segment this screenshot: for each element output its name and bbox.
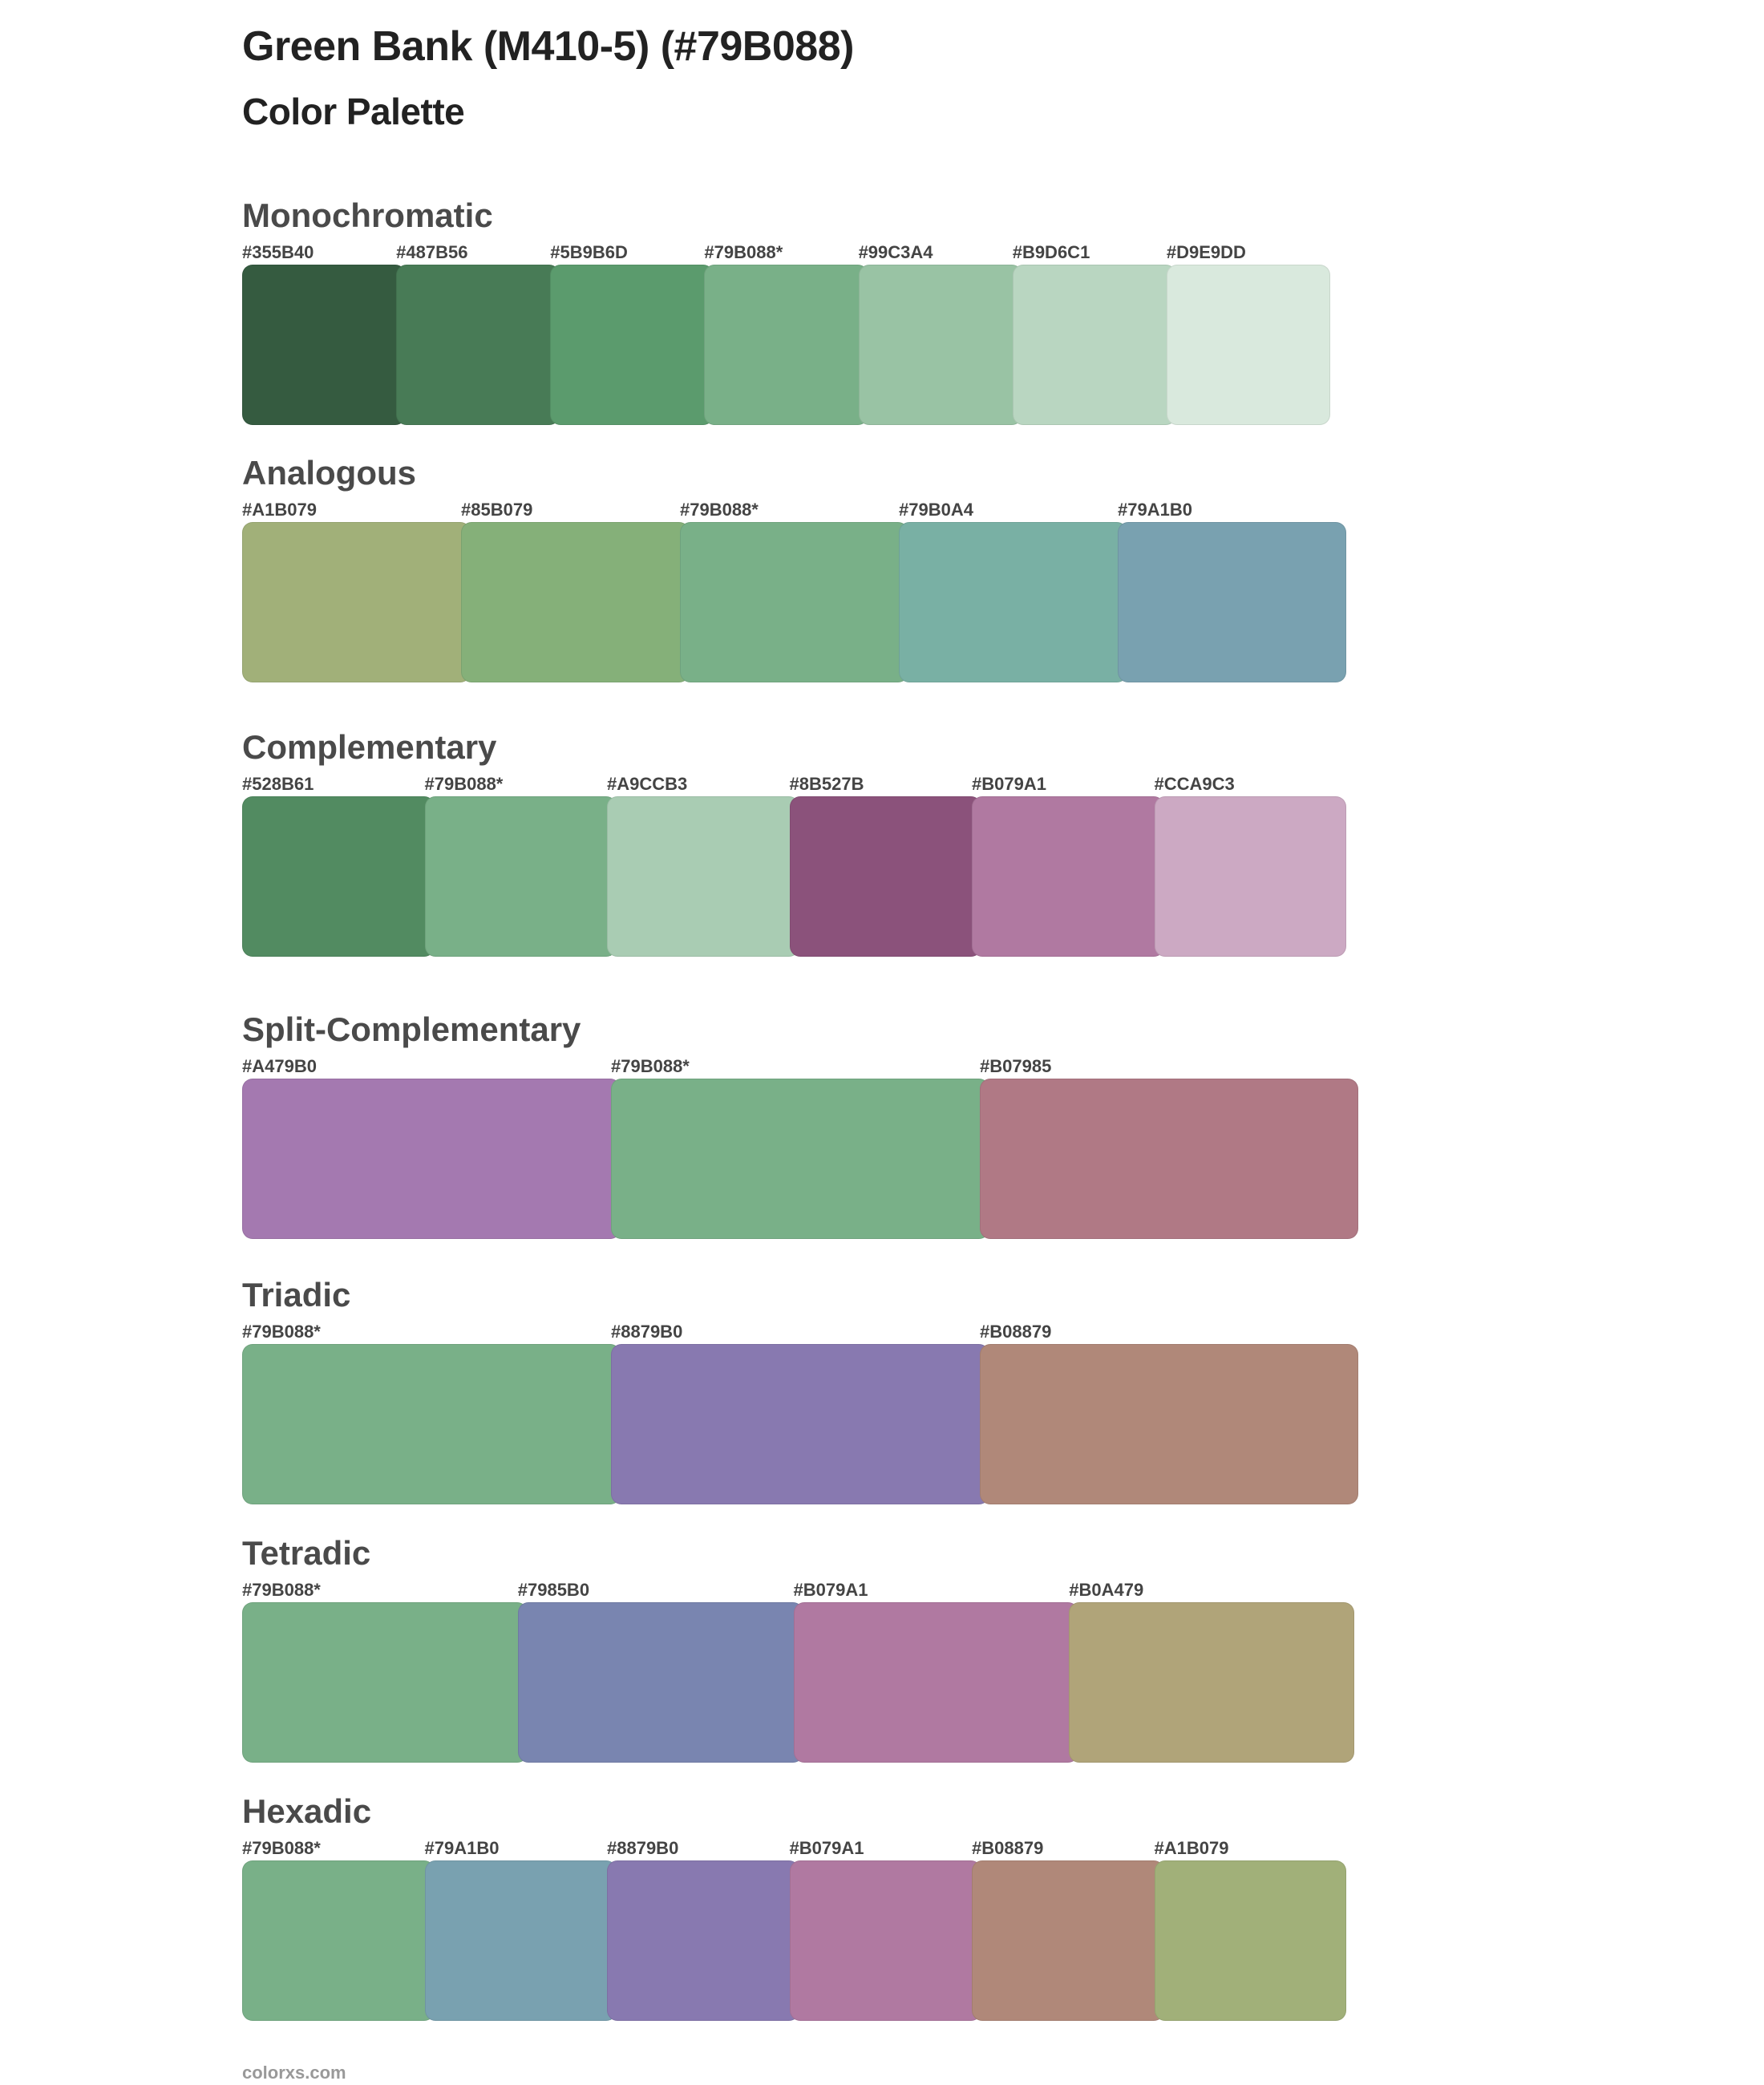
swatch-label: #79B088*: [424, 774, 504, 794]
color-swatch[interactable]: [980, 1079, 1358, 1239]
section-heading: Split-Complementary: [242, 1010, 581, 1048]
page-title: Green Bank (M410-5) (#79B088): [242, 23, 854, 70]
swatch-label: #8B527B: [789, 774, 864, 794]
swatch-label: #B9D6C1: [1012, 242, 1090, 262]
swatch-label: #79A1B0: [1118, 500, 1192, 520]
swatch-label: #85B079: [461, 500, 533, 520]
swatch-label: #79B088*: [242, 1838, 321, 1858]
swatch-label: #A9CCB3: [607, 774, 688, 794]
color-swatch[interactable]: [242, 796, 435, 957]
color-swatch[interactable]: [980, 1344, 1358, 1504]
footer-site-link[interactable]: colorxs.com: [242, 2063, 346, 2083]
swatch-label: #79B088*: [242, 1322, 321, 1342]
swatch-label: #CCA9C3: [1154, 774, 1235, 794]
color-swatch[interactable]: [789, 796, 981, 957]
section-heading: Triadic: [242, 1276, 351, 1314]
color-swatch[interactable]: [242, 1344, 621, 1504]
section-heading: Monochromatic: [242, 196, 493, 234]
color-swatch[interactable]: [899, 522, 1127, 682]
swatch-label: #355B40: [242, 242, 314, 262]
color-swatch[interactable]: [1118, 522, 1346, 682]
swatch-label: #B079A1: [793, 1580, 868, 1600]
color-swatch[interactable]: [972, 1860, 1164, 2021]
swatch-label: #B0A479: [1069, 1580, 1144, 1600]
color-swatch[interactable]: [704, 265, 868, 425]
color-swatch[interactable]: [1166, 265, 1330, 425]
swatch-label: #B07985: [980, 1056, 1052, 1076]
color-swatch[interactable]: [242, 522, 471, 682]
color-swatch[interactable]: [1069, 1602, 1354, 1763]
swatch-label: #79B088*: [611, 1056, 690, 1076]
color-swatch[interactable]: [242, 1079, 621, 1239]
color-swatch[interactable]: [242, 1860, 435, 2021]
swatch-label: #5B9B6D: [550, 242, 628, 262]
color-swatch[interactable]: [1012, 265, 1176, 425]
color-swatch[interactable]: [424, 796, 617, 957]
color-swatch[interactable]: [424, 1860, 617, 2021]
swatch-label: #8879B0: [607, 1838, 679, 1858]
color-swatch[interactable]: [517, 1602, 803, 1763]
color-swatch[interactable]: [607, 796, 799, 957]
swatch-label: #99C3A4: [858, 242, 933, 262]
swatch-label: #A1B079: [1154, 1838, 1229, 1858]
swatch-label: #B08879: [972, 1838, 1044, 1858]
color-swatch[interactable]: [793, 1602, 1079, 1763]
color-swatch[interactable]: [396, 265, 560, 425]
swatch-label: #487B56: [396, 242, 468, 262]
color-swatch[interactable]: [680, 522, 908, 682]
section-heading: Hexadic: [242, 1792, 372, 1830]
color-swatch[interactable]: [789, 1860, 981, 2021]
swatch-label: #79B088*: [680, 500, 759, 520]
swatch-label: #7985B0: [517, 1580, 590, 1600]
swatch-label: #528B61: [242, 774, 314, 794]
color-swatch[interactable]: [242, 1602, 528, 1763]
color-swatch[interactable]: [607, 1860, 799, 2021]
swatch-label: #79B088*: [704, 242, 783, 262]
section-heading: Tetradic: [242, 1534, 371, 1572]
swatch-label: #B079A1: [972, 774, 1046, 794]
color-swatch[interactable]: [611, 1079, 989, 1239]
section-heading: Complementary: [242, 728, 497, 766]
color-swatch[interactable]: [1154, 1860, 1346, 2021]
swatch-label: #A1B079: [242, 500, 317, 520]
color-swatch[interactable]: [242, 265, 407, 425]
swatch-label: #8879B0: [611, 1322, 683, 1342]
color-swatch[interactable]: [858, 265, 1022, 425]
color-swatch[interactable]: [972, 796, 1164, 957]
color-swatch[interactable]: [550, 265, 714, 425]
swatch-label: #79B088*: [242, 1580, 321, 1600]
swatch-label: #B079A1: [789, 1838, 864, 1858]
color-swatch[interactable]: [1154, 796, 1346, 957]
swatch-label: #D9E9DD: [1166, 242, 1246, 262]
swatch-label: #79B0A4: [899, 500, 973, 520]
swatch-label: #B08879: [980, 1322, 1052, 1342]
section-heading: Analogous: [242, 454, 416, 492]
color-swatch[interactable]: [461, 522, 690, 682]
color-swatch[interactable]: [611, 1344, 989, 1504]
swatch-label: #A479B0: [242, 1056, 317, 1076]
page-subtitle: Color Palette: [242, 91, 465, 132]
swatch-label: #79A1B0: [424, 1838, 500, 1858]
